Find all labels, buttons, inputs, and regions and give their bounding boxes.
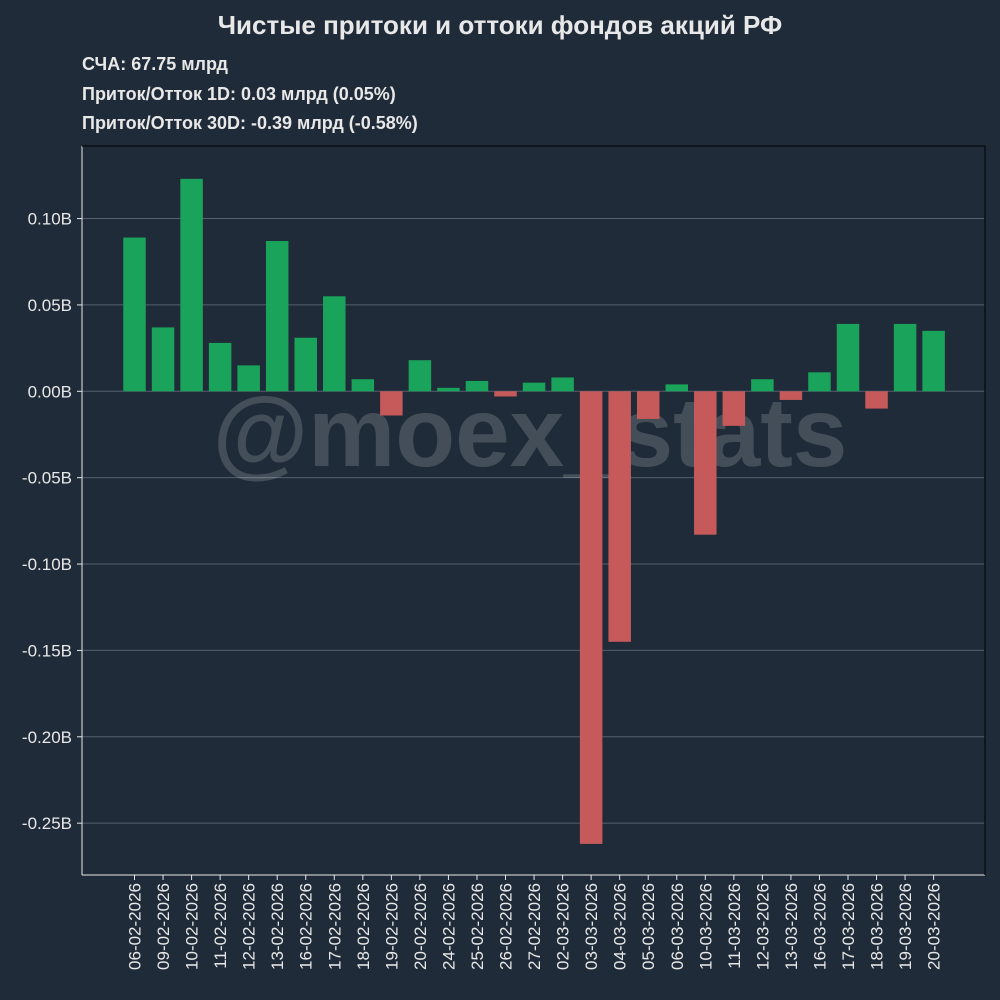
bar-03-03-2026 (579, 391, 603, 844)
bar-19-03-2026 (893, 323, 917, 392)
bar-11-02-2026 (208, 342, 232, 392)
x-tick-label: 03-03-2026 (582, 883, 601, 970)
bar-04-03-2026 (608, 391, 631, 642)
flow-30d-stat: Приток/Отток 30D: -0.39 млрд (-0.58%) (82, 113, 418, 133)
bar-06-02-2026 (123, 237, 146, 392)
y-tick-label: -0.15B (22, 641, 72, 660)
bar-13-03-2026 (779, 391, 803, 400)
bar-11-03-2026 (722, 391, 746, 426)
bar-16-03-2026 (808, 372, 831, 392)
x-tick-label: 10-03-2026 (696, 883, 715, 970)
watermark: @moex_stats (213, 377, 848, 487)
bar-19-02-2026 (380, 391, 403, 416)
x-tick-label: 02-03-2026 (554, 883, 573, 970)
x-tick-label: 06-02-2026 (126, 883, 145, 970)
x-tick-labels: 06-02-2026 09-02-2026 10-02-2026 11-02-2026… (126, 875, 944, 970)
bar-24-02-2026 (437, 387, 460, 392)
bar-06-03-2026 (665, 384, 689, 392)
x-tick-label: 17-02-2026 (325, 883, 344, 970)
x-tick-label: 16-02-2026 (297, 883, 316, 970)
bar-25-02-2026 (465, 380, 489, 392)
bar-12-02-2026 (237, 365, 260, 392)
x-tick-label: 04-03-2026 (611, 883, 630, 970)
x-tick-label: 13-02-2026 (268, 883, 287, 970)
axes (81, 145, 986, 876)
x-tick-label: 09-02-2026 (154, 883, 173, 970)
y-tick-label: 0.00B (28, 382, 72, 401)
x-tick-label: 20-03-2026 (925, 883, 944, 970)
bar-09-02-2026 (151, 327, 175, 392)
x-tick-label: 20-02-2026 (411, 883, 430, 970)
flow-1d-stat: Приток/Отток 1D: 0.03 млрд (0.05%) (82, 84, 396, 104)
x-tick-label: 11-03-2026 (725, 883, 744, 969)
bar-10-03-2026 (694, 391, 717, 535)
bar-20-02-2026 (408, 360, 432, 392)
x-tick-label: 12-03-2026 (753, 883, 772, 970)
bar-27-02-2026 (522, 382, 546, 392)
x-tick-label: 18-03-2026 (868, 883, 887, 970)
y-tick-label: -0.05B (22, 469, 72, 488)
bar-13-02-2026 (265, 241, 289, 392)
bar-18-02-2026 (351, 379, 375, 392)
x-tick-label: 19-03-2026 (896, 883, 915, 970)
x-tick-label: 13-03-2026 (782, 883, 801, 970)
x-tick-label: 18-02-2026 (354, 883, 373, 970)
x-tick-label: 25-02-2026 (468, 883, 487, 970)
x-tick-label: 24-02-2026 (439, 883, 458, 970)
x-tick-label: 11-02-2026 (211, 883, 230, 969)
bar-05-03-2026 (636, 391, 660, 419)
bar-17-02-2026 (323, 296, 346, 392)
bar-16-02-2026 (294, 337, 317, 392)
y-tick-label: 0.05B (28, 296, 72, 315)
x-tick-label: 26-02-2026 (497, 883, 516, 970)
bar-02-03-2026 (551, 377, 574, 392)
x-tick-label: 17-03-2026 (839, 883, 858, 970)
y-tick-labels: 0.10B 0.05B 0.00B -0.05B -0.10B -0.15B -0.20B -… (22, 210, 82, 833)
y-tick-label: -0.10B (22, 555, 72, 574)
x-tick-label: 10-02-2026 (183, 883, 202, 970)
y-tick-label: -0.20B (22, 728, 72, 747)
bar-26-02-2026 (494, 391, 517, 397)
chart-title: Чистые притоки и оттоки фондов акций РФ (217, 10, 783, 40)
y-tick-label: 0.10B (28, 210, 72, 229)
bar-10-02-2026 (180, 178, 203, 392)
x-tick-label: 06-03-2026 (668, 883, 687, 970)
bar-12-03-2026 (751, 379, 774, 392)
grid-lines (82, 218, 985, 824)
bars (123, 178, 945, 844)
bar-18-03-2026 (865, 391, 888, 409)
bar-20-03-2026 (922, 330, 945, 392)
x-tick-label: 27-02-2026 (525, 883, 544, 970)
x-tick-label: 12-02-2026 (240, 883, 259, 970)
y-tick-label: -0.25B (22, 814, 72, 833)
x-tick-label: 05-03-2026 (639, 883, 658, 970)
watermark-text: @moex_stats (213, 377, 848, 487)
x-tick-label: 16-03-2026 (810, 883, 829, 970)
x-tick-label: 19-02-2026 (382, 883, 401, 970)
bar-17-03-2026 (836, 323, 860, 392)
aum-stat: СЧА: 67.75 млрд (82, 54, 228, 74)
